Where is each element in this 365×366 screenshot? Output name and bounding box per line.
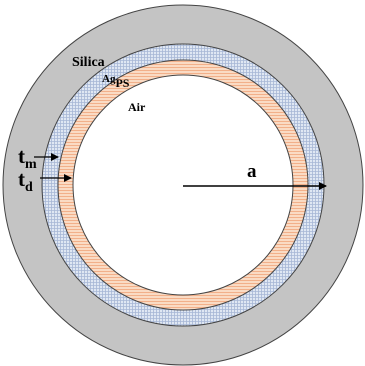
td-subscript: d — [25, 180, 33, 195]
tm-subscript: m — [25, 157, 37, 172]
radius-label: a — [247, 161, 257, 182]
ps-label: PS — [115, 76, 129, 90]
air-label: Air — [128, 100, 146, 114]
ag-ps-label: AgPS — [102, 73, 130, 90]
silica-label: Silica — [72, 55, 105, 70]
td-label: td — [18, 167, 33, 195]
air-core — [72, 74, 294, 296]
tm-base: t — [18, 144, 25, 168]
ag-label: Ag — [102, 73, 116, 85]
td-base: t — [18, 167, 25, 191]
tm-label: tm — [18, 144, 37, 172]
